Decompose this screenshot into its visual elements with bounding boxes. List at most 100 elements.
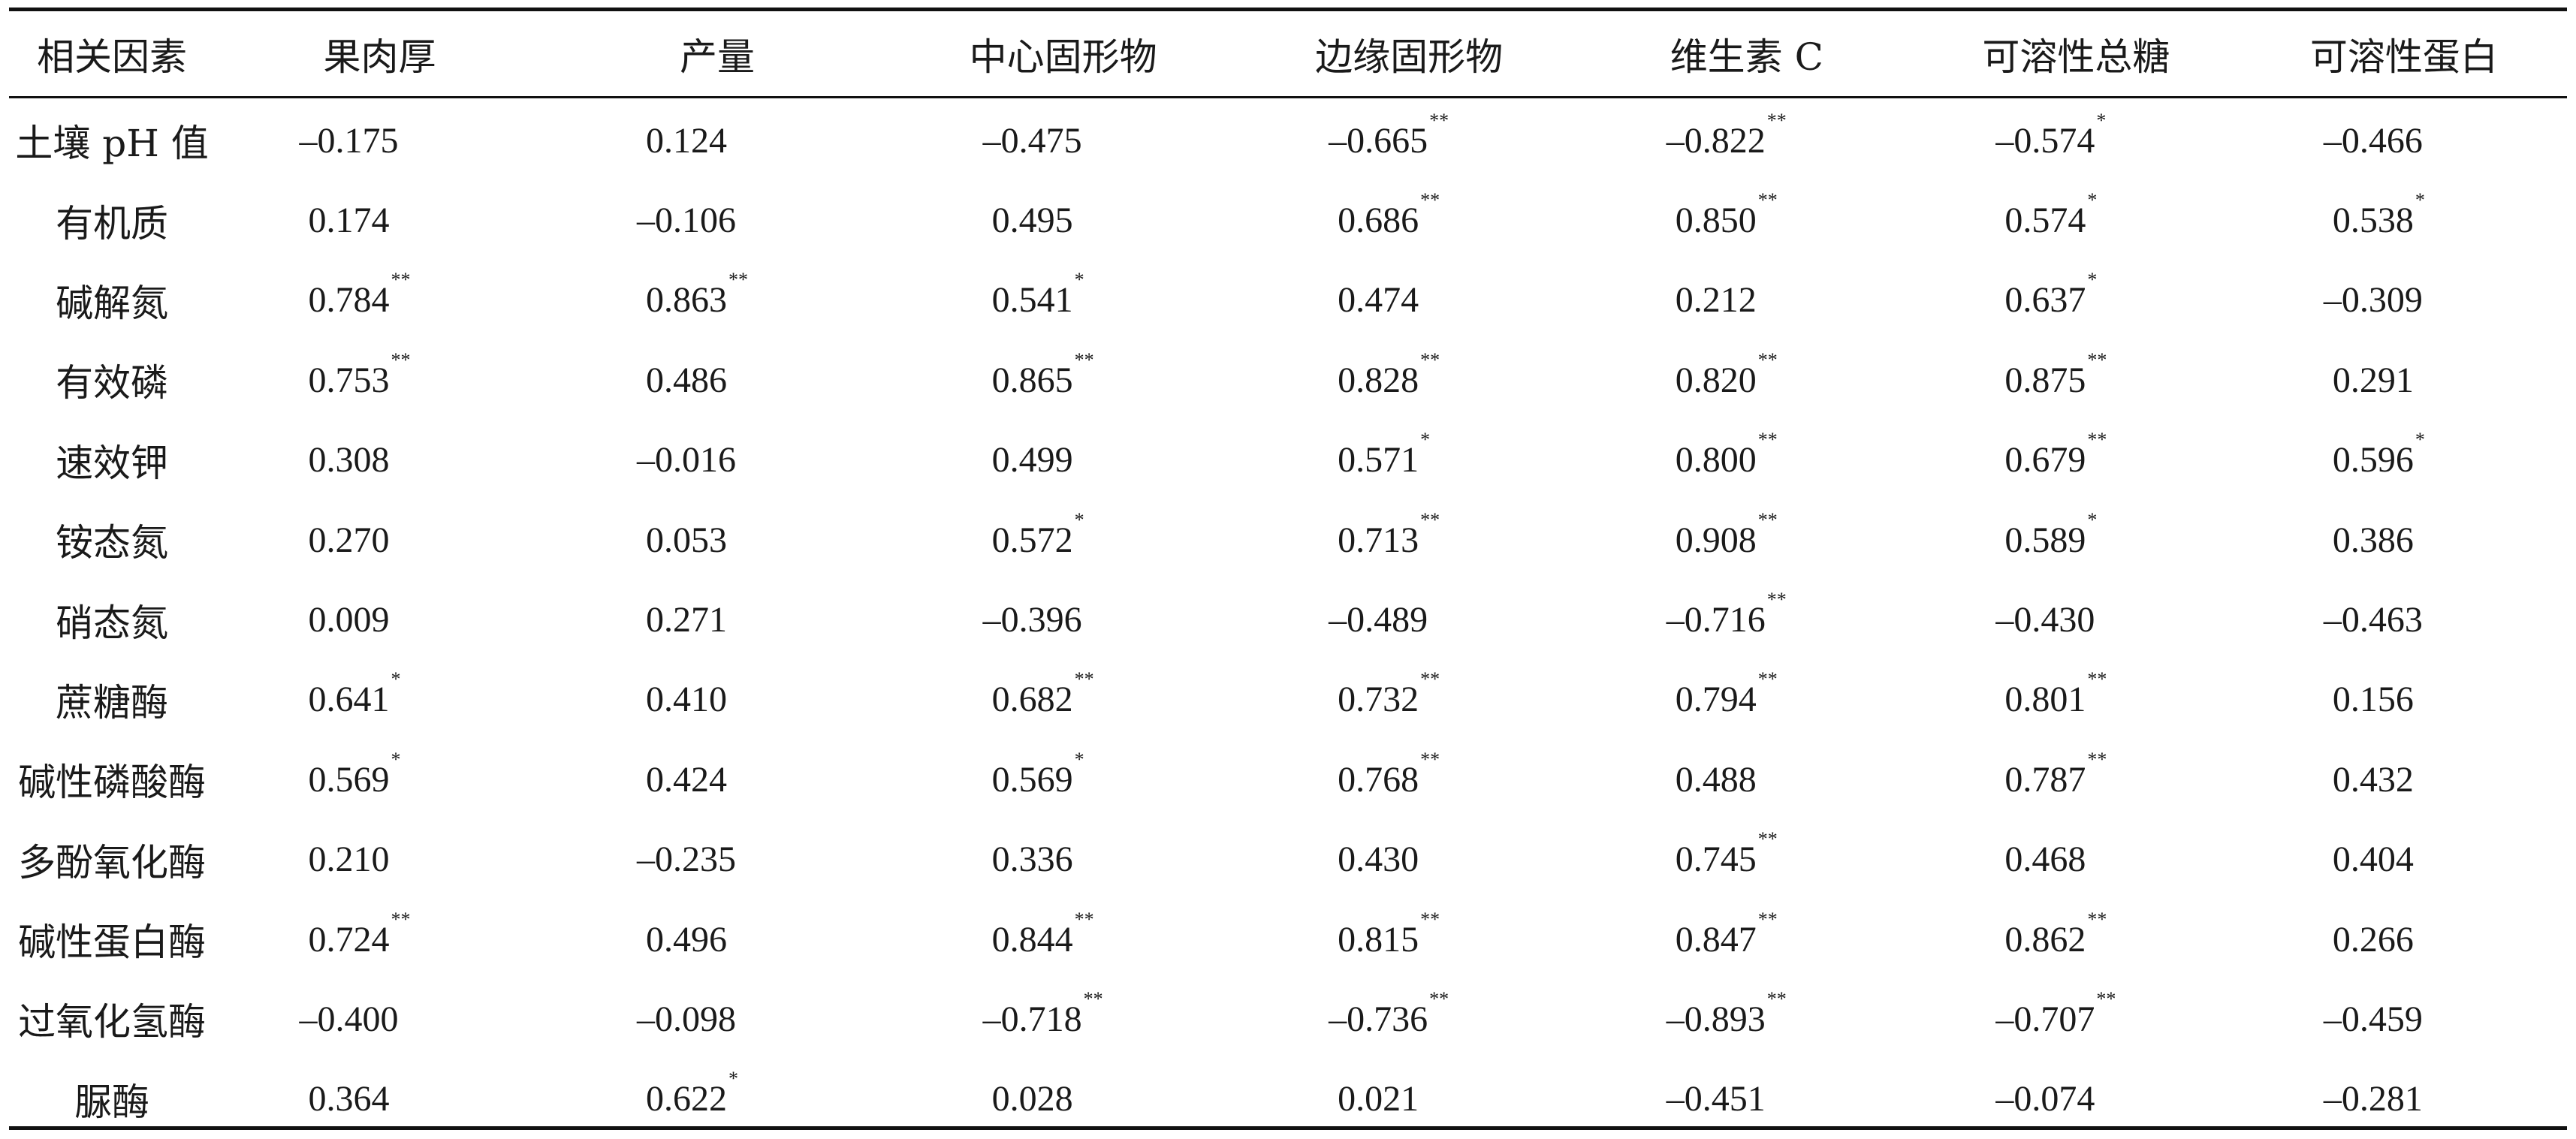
- correlation-coefficient: –0.098: [637, 999, 737, 1039]
- correlation-value: 0.784 **: [308, 269, 451, 321]
- correlation-coefficient: 0.364: [308, 1079, 390, 1119]
- correlation-value: 0.424: [646, 759, 789, 800]
- correlation-value: 0.021: [1338, 1078, 1480, 1119]
- row-factor-label: 碱解氮: [56, 281, 169, 325]
- table-cell: 0.386: [2241, 500, 2567, 580]
- significance-marker: **: [391, 269, 411, 291]
- correlation-value: 0.844 **: [992, 908, 1135, 960]
- top-rule: [9, 8, 2567, 11]
- table-row: 过氧化氢酶 –0.400 –0.098 –0.718 ** –0.736 ** –0.893 *…: [9, 979, 2567, 1059]
- table-cell: 0.474: [1236, 261, 1582, 340]
- table-cell: 0.364: [215, 1059, 544, 1139]
- significance-marker: *: [391, 748, 401, 770]
- significance-marker: **: [2096, 987, 2116, 1010]
- header-cell: 相关因素: [37, 35, 188, 79]
- significance-marker: **: [1420, 748, 1440, 770]
- correlation-value: –0.106: [637, 200, 780, 241]
- correlation-value: –0.400: [299, 999, 442, 1040]
- correlation-value: 0.753 **: [308, 349, 451, 401]
- correlation-coefficient: –0.451: [1666, 1079, 1766, 1119]
- correlation-value: 0.724 **: [308, 908, 451, 960]
- table-cell: –0.822 **: [1582, 96, 1911, 180]
- table-cell: 0.596 *: [2241, 420, 2567, 500]
- table-cell: –0.489: [1236, 580, 1582, 659]
- table-cell: –0.893 **: [1582, 979, 1911, 1059]
- table-cell: 0.468: [1911, 820, 2241, 899]
- correlation-value: –0.430: [1995, 599, 2138, 640]
- correlation-coefficient: 0.724: [308, 919, 390, 960]
- correlation-value: –0.451: [1667, 1078, 1809, 1119]
- table-cell: 0.850 **: [1582, 180, 1911, 260]
- correlation-coefficient: 0.815: [1338, 919, 1419, 960]
- correlation-coefficient: 0.908: [1675, 520, 1757, 560]
- table-cell: 0.499: [890, 420, 1236, 500]
- header-cell: 果肉厚: [323, 35, 436, 79]
- significance-marker: **: [728, 269, 749, 291]
- correlation-value: 0.828 **: [1338, 349, 1480, 401]
- correlation-value: –0.718 **: [983, 988, 1126, 1040]
- correlation-value: 0.432: [2333, 759, 2475, 800]
- correlation-value: –0.016: [637, 439, 780, 481]
- significance-marker: **: [1420, 908, 1440, 930]
- correlation-coefficient: –0.235: [637, 839, 737, 880]
- table-cell: 0.432: [2241, 740, 2567, 819]
- table-row: 铵态氮 0.270 0.053 0.572 * 0.713 ** 0.908 ** 0.589 * 0…: [9, 500, 2567, 580]
- significance-marker: **: [1757, 828, 1778, 851]
- table-cell: 0.336: [890, 820, 1236, 899]
- correlation-value: –0.466: [2324, 120, 2466, 161]
- correlation-coefficient: 0.569: [308, 759, 390, 800]
- significance-marker: **: [391, 348, 411, 371]
- table-cell: 0.724 **: [215, 899, 544, 979]
- correlation-value: 0.862 **: [2004, 908, 2147, 960]
- significance-marker: **: [1757, 668, 1778, 691]
- table-cell: –0.098: [544, 979, 891, 1059]
- table-cell: –0.175: [215, 96, 544, 180]
- correlation-value: 0.596 *: [2332, 429, 2475, 481]
- correlation-value: 0.410: [646, 679, 789, 720]
- correlation-coefficient: –0.736: [1329, 999, 1428, 1039]
- correlation-value: 0.053: [646, 520, 789, 561]
- correlation-coefficient: 0.270: [308, 520, 390, 560]
- correlation-coefficient: 0.053: [646, 520, 728, 560]
- table-cell: –0.235: [544, 820, 891, 899]
- row-factor-label: 铵态氮: [56, 521, 169, 565]
- table-row: 碱解氮 0.784 ** 0.863 ** 0.541 * 0.474 0.212 0.637 * –…: [9, 261, 2567, 340]
- table-cell: –0.707 **: [1911, 979, 2241, 1059]
- header-cell: 可溶性蛋白: [2309, 35, 2498, 79]
- correlation-coefficient: –0.822: [1666, 120, 1766, 161]
- significance-marker: **: [2087, 748, 2107, 770]
- correlation-value: –0.463: [2324, 599, 2466, 640]
- correlation-value: 0.637 *: [2004, 269, 2147, 321]
- table-row: 土壤 pH 值 –0.175 0.124 –0.475 –0.665 ** –0.822 **…: [9, 96, 2567, 180]
- table-header: 相关因素 果肉厚 产量 中心固形物 边缘固形物 维生素 C 可溶性总糖 可溶性蛋…: [9, 11, 2567, 96]
- significance-marker: *: [2087, 508, 2098, 531]
- significance-marker: **: [1757, 348, 1778, 371]
- correlation-coefficient: 0.800: [1675, 440, 1757, 481]
- correlation-coefficient: 0.569: [991, 759, 1073, 800]
- significance-marker: **: [1429, 109, 1449, 131]
- correlation-value: 0.800 **: [1675, 429, 1818, 481]
- significance-marker: *: [1074, 748, 1084, 770]
- correlation-coefficient: 0.028: [991, 1079, 1073, 1119]
- correlation-coefficient: 0.589: [2004, 520, 2086, 560]
- correlation-value: –0.893 **: [1667, 988, 1809, 1040]
- correlation-value: 0.732 **: [1338, 668, 1480, 720]
- table-cell: 0.538 *: [2241, 180, 2567, 260]
- correlation-coefficient: 0.124: [646, 120, 728, 161]
- table-cell: 0.488: [1582, 740, 1911, 819]
- table-cell: –0.451: [1582, 1059, 1911, 1139]
- table-cell: –0.106: [544, 180, 891, 260]
- correlation-coefficient: 0.474: [1338, 280, 1419, 321]
- correlation-value: 0.488: [1676, 759, 1818, 800]
- correlation-value: –0.098: [637, 999, 780, 1040]
- correlation-value: 0.801 **: [2004, 668, 2147, 720]
- table-row: 碱性磷酸酶 0.569 * 0.424 0.569 * 0.768 ** 0.488 0.787 *…: [9, 740, 2567, 819]
- table-row: 碱性蛋白酶 0.724 ** 0.496 0.844 ** 0.815 ** 0.847 ** 0.…: [9, 899, 2567, 979]
- correlation-coefficient: 0.596: [2332, 440, 2414, 481]
- table-cell: –0.574 *: [1911, 96, 2241, 180]
- correlation-coefficient: 0.308: [308, 440, 390, 481]
- correlation-coefficient: 0.496: [646, 919, 728, 960]
- correlation-coefficient: –0.396: [982, 600, 1082, 640]
- table-row: 蔗糖酶 0.641 * 0.410 0.682 ** 0.732 ** 0.794 ** 0.801…: [9, 660, 2567, 740]
